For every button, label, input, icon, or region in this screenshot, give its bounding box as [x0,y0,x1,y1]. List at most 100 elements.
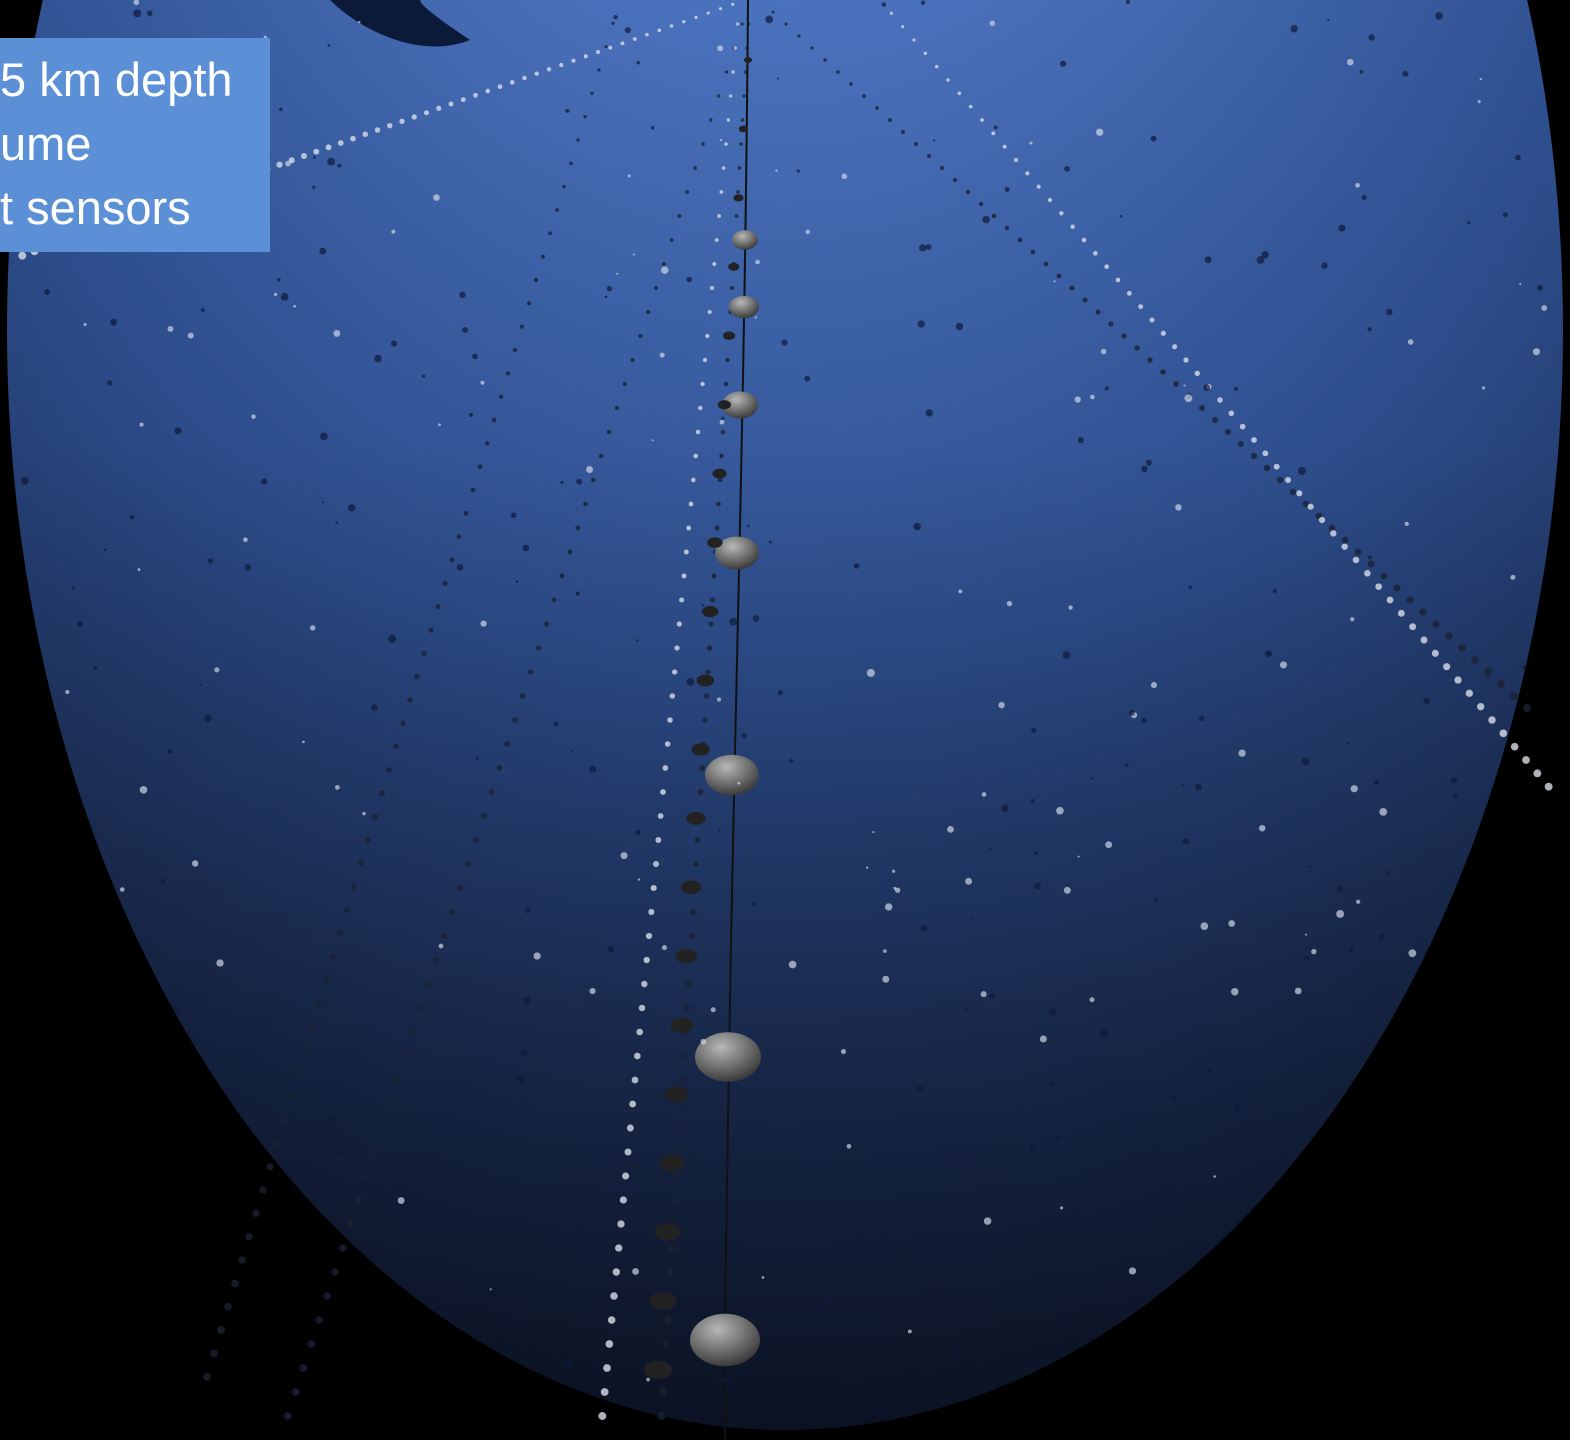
string-dot [810,46,814,50]
string-dot [1115,277,1121,283]
string-dot [1002,144,1007,149]
ice-speck [717,45,724,52]
string-dot [716,501,721,507]
ice-speck [765,15,773,24]
ice-speck [1053,280,1056,283]
string-dot [629,1100,637,1108]
ice-speck [754,316,758,319]
string-dot [889,11,893,15]
string-dot [350,135,356,142]
ice-speck [167,748,173,754]
string-dot [435,604,441,610]
string-dot [685,190,690,194]
string-dot [315,1316,323,1324]
ice-speck [65,690,70,695]
string-dot [683,1004,691,1012]
string-dot [520,693,526,699]
string-dot [724,142,728,146]
string-dot [280,1116,288,1124]
ice-speck [1060,1206,1064,1210]
ice-speck [575,591,580,596]
string-dot [671,1196,679,1204]
string-dot [1183,357,1189,363]
ice-speck [1198,715,1205,721]
ice-speck [244,564,252,571]
string-dot [1420,636,1428,644]
string-dot [301,1046,309,1054]
string-dot [1406,596,1414,604]
ice-speck [374,354,382,363]
string-dot [638,333,643,339]
ice-speck [751,902,756,906]
string-dot [283,1412,292,1420]
caption-line: 5 km depth [0,53,233,106]
string-dot [1471,656,1479,664]
ice-speck [480,380,485,385]
string-dot [672,1172,681,1180]
ice-speck [1404,521,1409,526]
string-dot [273,1139,281,1147]
ice-speck [137,568,141,571]
small-sensor [680,880,702,895]
ice-speck [1074,396,1081,403]
ice-speck [327,43,331,47]
string-dot [610,1292,618,1300]
ice-speck [586,466,594,474]
string-dot [725,357,730,363]
ice-speck [1305,933,1308,936]
string-dot [491,417,497,423]
string-dot [740,22,744,26]
string-dot [1454,676,1462,684]
string-dot [1199,405,1205,411]
string-dot [1239,423,1246,430]
string-dot [664,741,671,747]
string-dot [496,765,503,771]
ice-speck [391,229,396,234]
ice-speck [110,318,118,326]
ice-speck [1541,305,1548,311]
string-dot [1354,548,1362,556]
string-dot [259,1186,267,1194]
ice-speck [371,704,378,711]
ice-speck [1175,504,1182,511]
string-dot [1138,304,1144,310]
string-dot [1367,560,1375,568]
ice-speck [1150,682,1158,689]
string-dot [643,956,650,964]
string-dot [622,1172,630,1180]
string-dot [740,118,745,122]
string-dot [555,208,559,212]
string-dot [379,790,385,797]
string-dot [1004,225,1010,231]
string-dot [648,908,655,916]
string-dot [705,669,711,675]
ice-speck [1207,1067,1212,1072]
ice-speck [261,478,268,485]
string-dot [534,71,539,76]
string-dot [965,189,971,195]
string-dot [308,1023,316,1030]
string-dot [676,1124,683,1132]
string-dot [676,621,682,627]
ice-speck [947,826,954,833]
string-dot [607,1316,616,1324]
string-dot [615,1244,623,1252]
ice-speck [866,668,875,677]
string-dot [1497,680,1505,688]
dome-shade [7,0,1563,1430]
ice-speck [1183,384,1186,387]
string-dot [688,501,694,507]
ice-speck [191,860,199,867]
string-dot [394,1076,401,1084]
ice-speck [1373,781,1377,785]
ice-speck [988,847,992,850]
string-dot [1289,488,1297,496]
ice-speck [1244,1147,1248,1150]
string-dot [645,932,653,940]
string-dot [1476,702,1485,711]
string-dot [736,22,740,26]
ice-speck [917,320,925,328]
ice-speck [737,781,741,785]
string-dot [923,51,927,55]
ice-speck [1062,651,1071,659]
